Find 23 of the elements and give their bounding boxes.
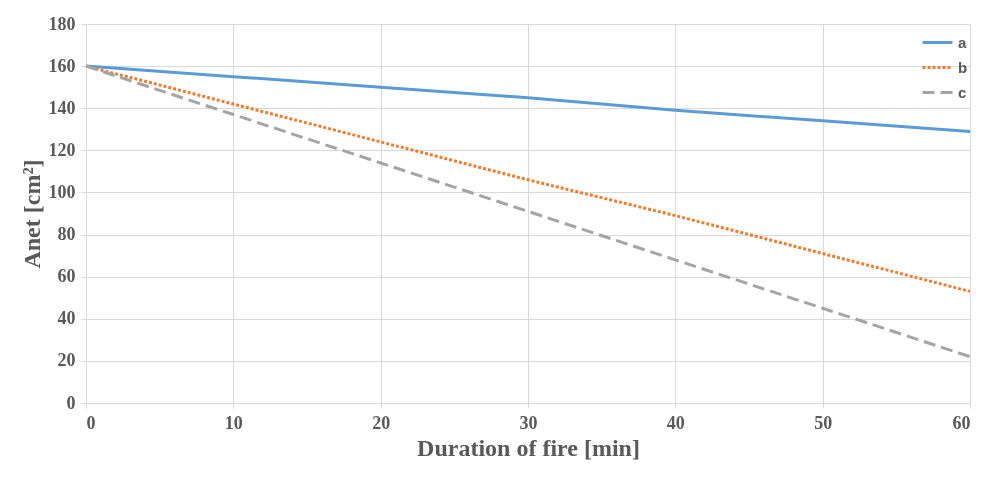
y-tick-label: 60 — [57, 266, 76, 287]
y-tick-label: 180 — [48, 13, 76, 34]
y-tick-label: 140 — [48, 97, 76, 118]
x-tick-label: 30 — [519, 412, 538, 433]
legend-label: b — [958, 58, 968, 76]
y-tick-label: 160 — [48, 55, 76, 76]
y-axis-title: Anet [cm²] — [18, 159, 45, 269]
x-tick-label: 50 — [814, 412, 833, 433]
legend-label: c — [958, 83, 967, 101]
y-tick-label: 40 — [57, 308, 76, 329]
y-tick-label: 120 — [48, 139, 76, 160]
line-series — [84, 64, 972, 359]
x-tick-label: 60 — [952, 412, 971, 433]
y-tick-label: 0 — [66, 392, 76, 413]
x-tick-label: 20 — [372, 412, 391, 433]
y-tick-label: 100 — [48, 181, 76, 202]
y-tick-label: 80 — [57, 224, 76, 245]
x-tick-label: 40 — [666, 412, 685, 433]
legend-label: a — [958, 33, 967, 51]
x-tick-label: 0 — [86, 412, 96, 433]
x-axis-title: Duration of fire [min] — [417, 434, 640, 461]
y-tick-label: 20 — [57, 350, 76, 371]
x-tick-label: 10 — [224, 412, 243, 433]
